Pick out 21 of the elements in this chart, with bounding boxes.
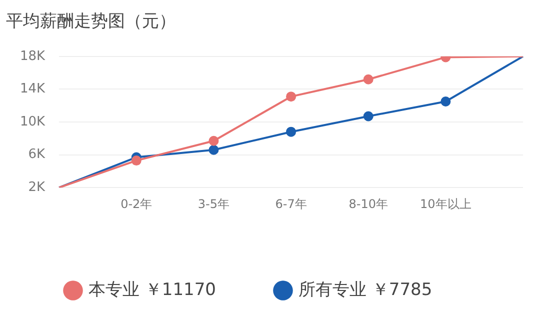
point bbox=[363, 74, 374, 84]
point bbox=[208, 136, 219, 146]
x-tick-label: 3-5年 bbox=[198, 196, 230, 211]
x-tick-label: 0-2年 bbox=[120, 196, 152, 211]
point bbox=[208, 144, 219, 155]
point bbox=[363, 111, 374, 122]
y-tick-label: 2K bbox=[28, 180, 46, 195]
y-tick-label: 6K bbox=[28, 147, 46, 162]
x-tick-label: 6-7年 bbox=[275, 196, 307, 211]
chart-title: 平均薪酬走势图（元） bbox=[6, 12, 176, 32]
point bbox=[440, 96, 451, 106]
point bbox=[286, 126, 296, 137]
y-tick-label: 18K bbox=[20, 48, 46, 64]
point bbox=[286, 92, 296, 102]
y-tick-label: 14K bbox=[20, 82, 46, 97]
legend-label: 所有专业 ￥7785 bbox=[298, 280, 432, 300]
x-tick-label: 10年以上 bbox=[420, 196, 472, 211]
y-tick-label: 10K bbox=[20, 114, 46, 130]
x-tick-label: 8-10年 bbox=[348, 196, 388, 211]
legend-label: 本专业 ￥11170 bbox=[88, 280, 216, 300]
point bbox=[131, 156, 142, 166]
